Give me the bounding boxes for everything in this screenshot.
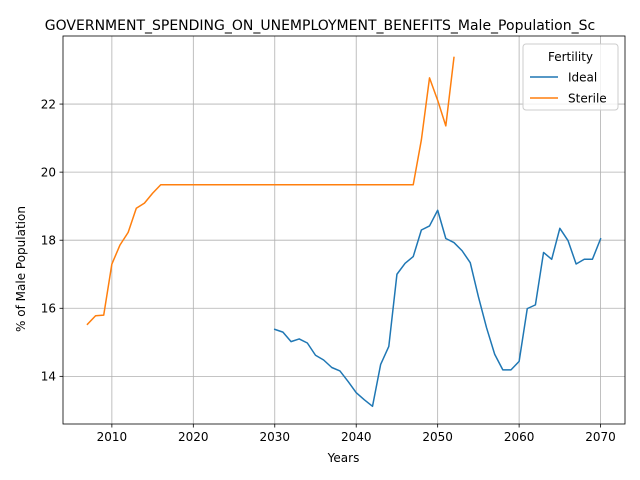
chart-title: GOVERNMENT_SPENDING_ON_UNEMPLOYMENT_BENE… xyxy=(45,18,595,34)
x-tick-label: 2040 xyxy=(341,430,372,444)
y-axis-label: % of Male Population xyxy=(14,206,28,332)
x-tick-label: 2010 xyxy=(97,430,128,444)
y-tick-label: 22 xyxy=(41,97,56,111)
legend: Fertility Ideal Sterile xyxy=(523,44,618,110)
x-tick-label: 2030 xyxy=(259,430,290,444)
y-tick-label: 14 xyxy=(41,370,56,384)
legend-label-ideal: Ideal xyxy=(568,71,597,85)
legend-title: Fertility xyxy=(548,50,593,64)
x-axis-label: Years xyxy=(327,451,360,465)
x-tick-label: 2020 xyxy=(178,430,209,444)
x-tick-label: 2070 xyxy=(585,430,616,444)
x-tick-label: 2050 xyxy=(422,430,453,444)
legend-label-sterile: Sterile xyxy=(568,92,607,106)
y-tick-label: 20 xyxy=(41,165,56,179)
y-tick-label: 16 xyxy=(41,302,56,316)
x-tick-label: 2060 xyxy=(504,430,535,444)
y-tick-label: 18 xyxy=(41,234,56,248)
